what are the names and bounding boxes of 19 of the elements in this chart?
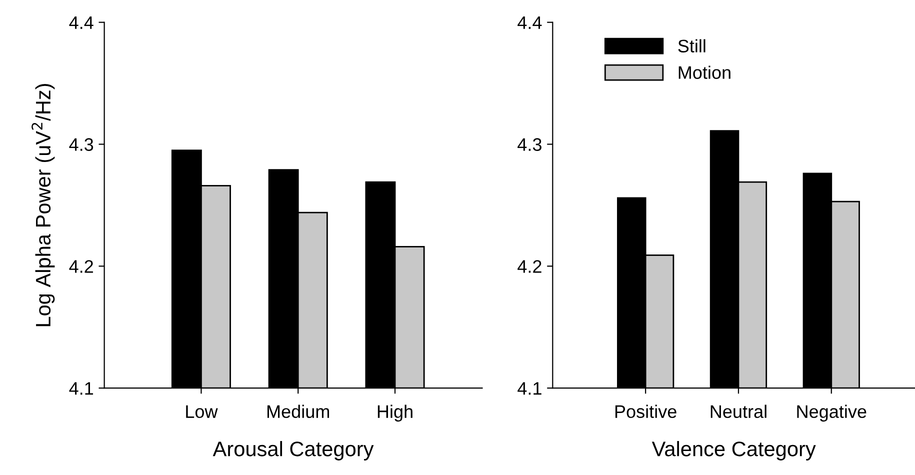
x-tick-label: Low: [186, 405, 218, 418]
x-tick-label: Positive: [615, 404, 676, 418]
x-axis-title: Arousal Category: [212, 441, 374, 460]
y-tick-label: 4.2: [518, 260, 542, 273]
legend-label: Still: [678, 39, 706, 52]
y-axis-title: Log Alpha Power (uV$^{2}$/Hz): [32, 84, 55, 326]
legend-label: Motion: [678, 66, 730, 79]
y-tick-label: 4.2: [69, 260, 93, 273]
y-tick-label: 4.4: [518, 16, 542, 29]
y-tick-label: 4.1: [518, 382, 542, 395]
y-tick-label: 4.1: [69, 382, 94, 395]
y-tick-label: 4.3: [69, 138, 94, 151]
y-tick-label: 4.3: [518, 138, 542, 151]
x-tick-label: Neutral: [710, 404, 766, 418]
x-tick-label: High: [378, 404, 412, 422]
x-axis-title: Valence Category: [652, 441, 816, 460]
y-tick-label: 4.4: [69, 16, 94, 29]
x-tick-label: Negative: [797, 404, 866, 422]
x-tick-label: Medium: [267, 404, 330, 418]
